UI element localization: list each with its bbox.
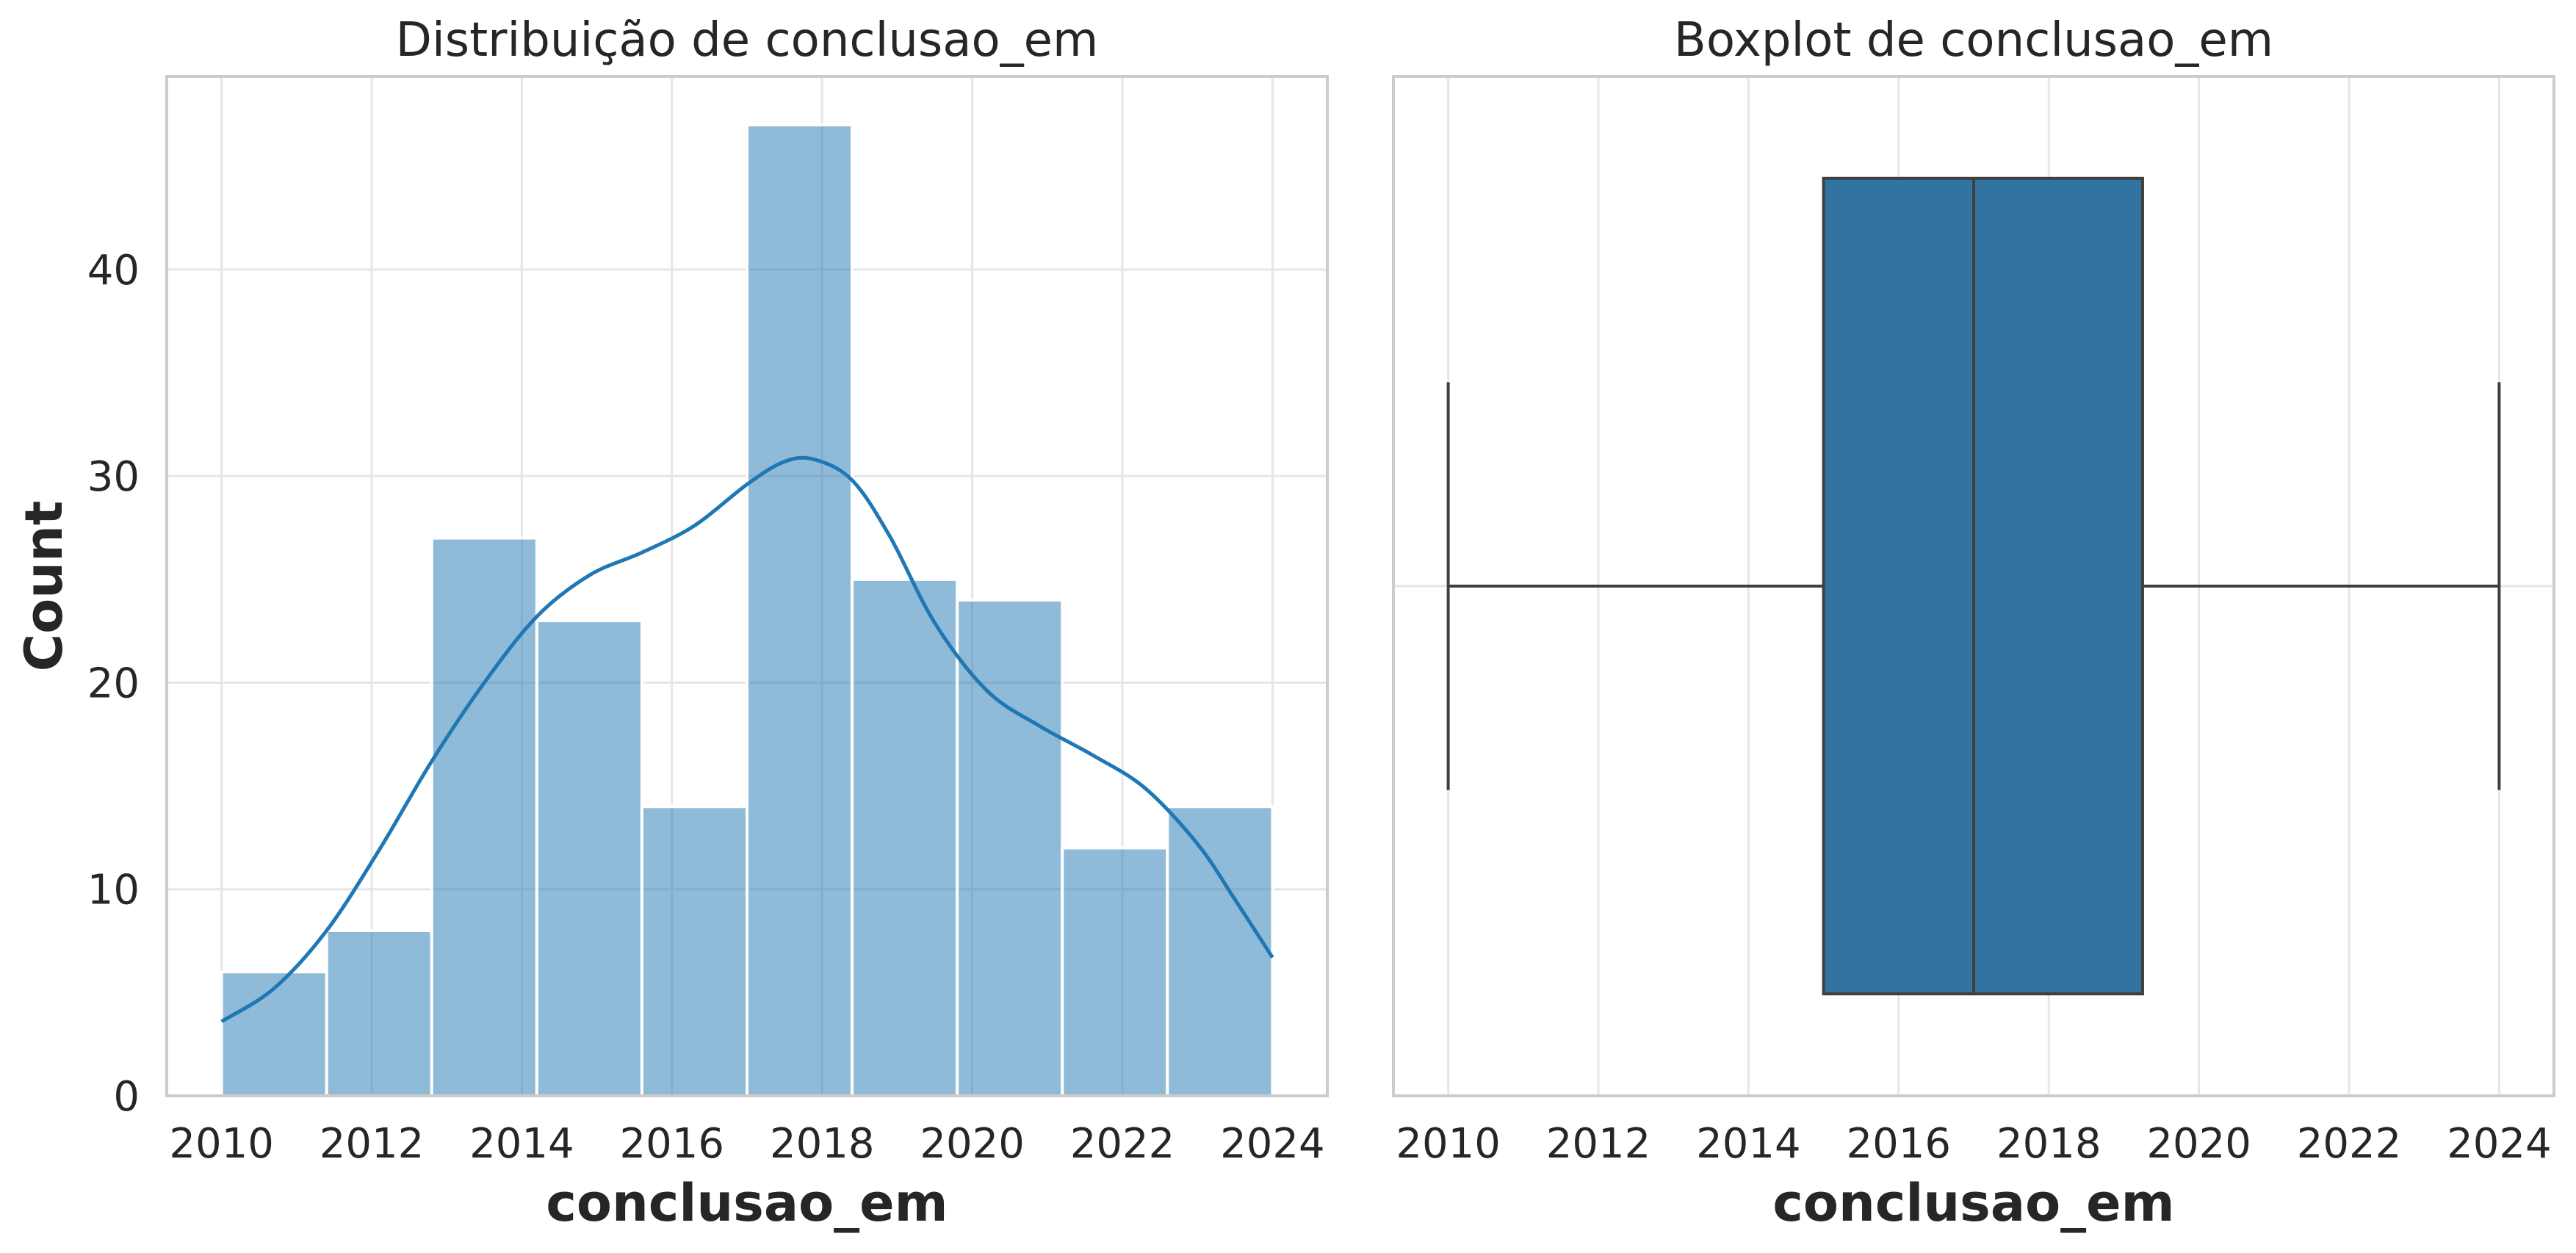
x-tick-label: 2024 (1220, 1120, 1325, 1168)
x-tick-label: 2016 (1847, 1120, 1952, 1168)
x-tick-label: 2010 (169, 1120, 274, 1168)
histogram-title: Distribuição de conclusao_em (396, 13, 1099, 68)
boxplot-title: Boxplot de conclusao_em (1674, 13, 2273, 68)
boxplot-x-ticks: 2010 2012 2014 2016 2018 2020 2022 2024 (1396, 1120, 2551, 1168)
x-tick-label: 2022 (1070, 1120, 1175, 1168)
histogram-bar (325, 928, 433, 1098)
boxplot-frame (1392, 75, 2555, 1097)
histogram-bar (746, 123, 854, 1098)
histogram-bar (851, 577, 959, 1097)
histogram-y-ticks: 0 10 20 30 40 (87, 247, 140, 1121)
histogram-frame (165, 75, 1329, 1097)
x-tick-label: 2012 (1546, 1120, 1651, 1168)
histogram-bar (1061, 846, 1169, 1098)
y-tick-label: 20 (87, 660, 140, 707)
x-tick-label: 2014 (1696, 1120, 1801, 1168)
x-tick-label: 2020 (920, 1120, 1025, 1168)
histogram-panel: Distribuição de conclusao_em 2010 2012 201… (14, 13, 1329, 1233)
x-tick-label: 2010 (1396, 1120, 1501, 1168)
boxplot-panel: Boxplot de conclusao_em 2010 2012 2014 2016… (1392, 13, 2555, 1233)
boxplot-elements (1446, 176, 2501, 996)
histogram-bar (430, 536, 538, 1097)
histogram-bar (640, 805, 748, 1097)
kde-line (220, 455, 1274, 1023)
iqr-box (1822, 176, 2144, 996)
x-tick-label: 2016 (620, 1120, 725, 1168)
x-tick-label: 2024 (2447, 1120, 2552, 1168)
x-tick-label: 2014 (469, 1120, 574, 1168)
histogram-x-ticks: 2010 2012 2014 2016 2018 2020 2022 2024 (169, 1120, 1324, 1168)
y-tick-label: 30 (87, 453, 140, 501)
histogram-y-axis-label: Count (14, 501, 74, 672)
y-tick-label: 10 (87, 867, 140, 914)
x-tick-label: 2020 (2146, 1120, 2251, 1168)
x-tick-label: 2018 (1996, 1120, 2101, 1168)
histogram-bar (535, 619, 643, 1097)
y-tick-label: 0 (113, 1073, 140, 1121)
x-tick-label: 2022 (2297, 1120, 2402, 1168)
x-tick-label: 2018 (770, 1120, 875, 1168)
x-tick-label: 2012 (320, 1120, 425, 1168)
histogram-bar (1166, 805, 1274, 1097)
histogram-x-axis-label: conclusao_em (546, 1173, 948, 1233)
boxplot-x-axis-label: conclusao_em (1772, 1173, 2174, 1233)
y-tick-label: 40 (87, 247, 140, 295)
